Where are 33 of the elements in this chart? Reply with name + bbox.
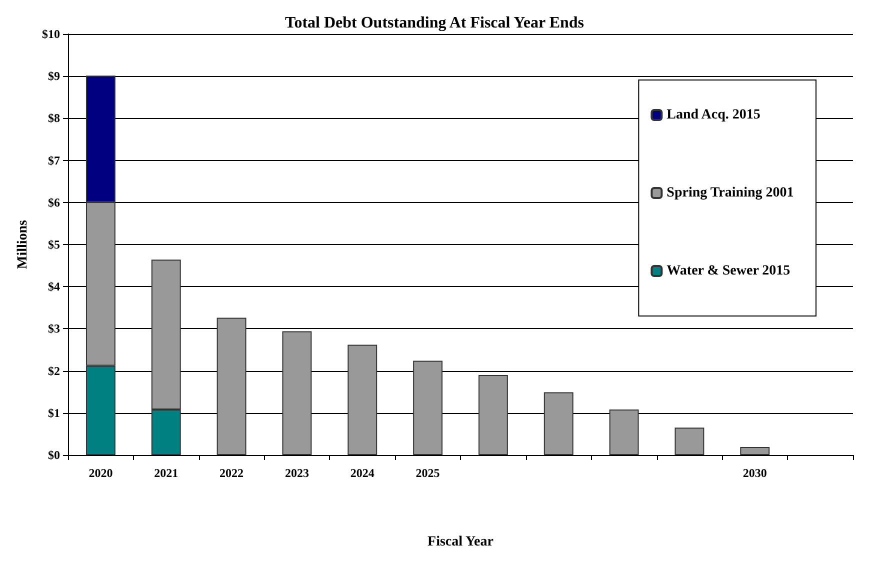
y-tick-label: $8 xyxy=(48,111,60,126)
bar xyxy=(609,410,639,455)
x-axis-title: Fiscal Year xyxy=(428,534,494,550)
y-tick-label: $4 xyxy=(48,280,60,294)
y-tick-label: $5 xyxy=(48,238,60,252)
x-tick-label: 2022 xyxy=(220,466,244,480)
x-tick-label: 2024 xyxy=(350,466,374,480)
y-tick-label: $3 xyxy=(48,322,60,336)
y-axis-title: Millions xyxy=(16,219,30,270)
y-tick-label: $10 xyxy=(42,27,60,41)
y-tick-label: $7 xyxy=(48,153,60,168)
x-tick-label: 2030 xyxy=(742,466,767,480)
y-tick-label: $0 xyxy=(48,448,60,462)
bar xyxy=(216,318,246,455)
bar xyxy=(478,375,508,455)
x-tick-label: 2023 xyxy=(284,466,309,480)
y-tick-label: $2 xyxy=(48,364,60,378)
bar xyxy=(674,428,704,455)
y-tick-label: $9 xyxy=(48,69,60,84)
x-tick-label: 2021 xyxy=(154,466,178,480)
bar xyxy=(348,344,378,455)
bar xyxy=(740,447,770,455)
x-tick-label: 2025 xyxy=(416,466,440,480)
legend-label: Water & Sewer 2015 xyxy=(666,264,790,278)
chart-title: Total Debt Outstanding At Fiscal Year Ends xyxy=(284,14,584,32)
bar xyxy=(282,331,312,455)
y-tick-label: $1 xyxy=(48,406,60,420)
bar xyxy=(413,360,443,455)
legend-label: Land Acq. 2015 xyxy=(666,108,760,122)
bar xyxy=(544,392,574,455)
x-tick-label: 2020 xyxy=(88,466,113,480)
y-tick-label: $6 xyxy=(48,195,60,210)
legend-label: Spring Training 2001 xyxy=(666,186,794,200)
